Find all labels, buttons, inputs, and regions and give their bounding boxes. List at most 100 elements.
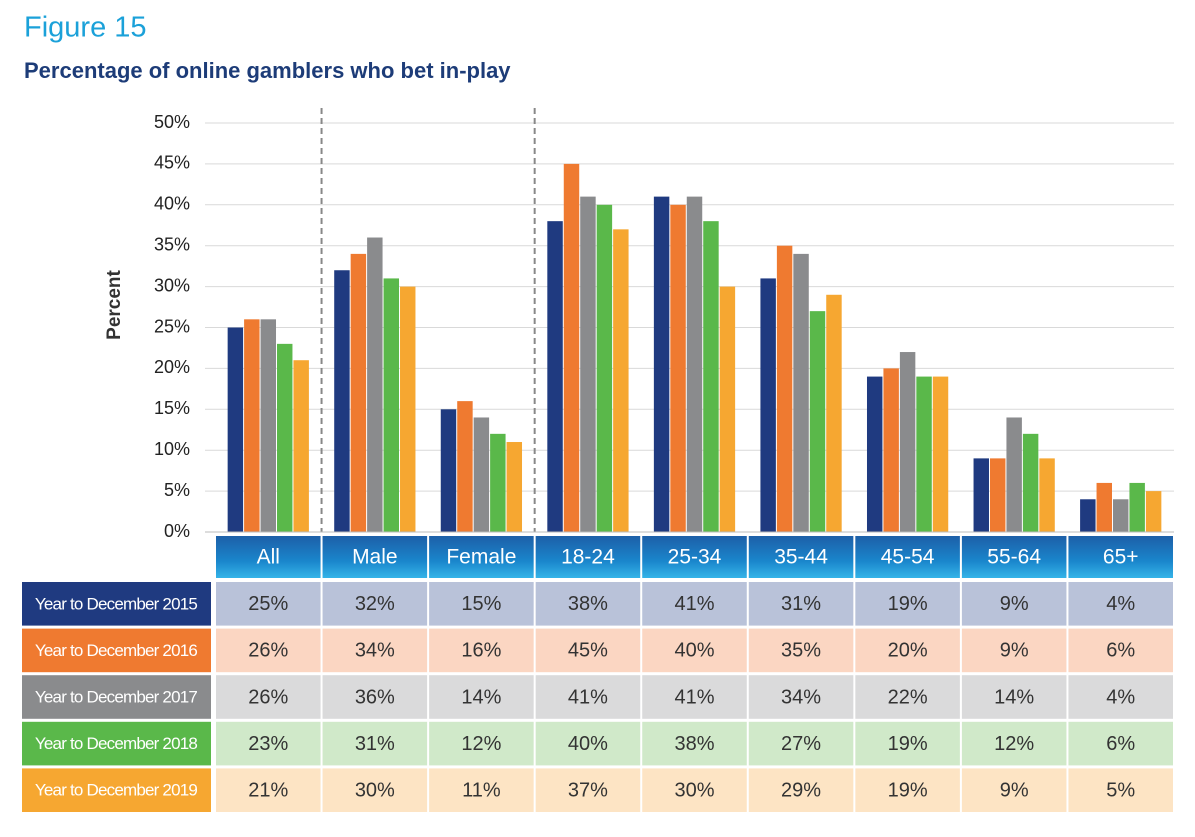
x-tick-label: 25-34 <box>668 546 722 569</box>
bar <box>613 229 629 532</box>
table-cell <box>748 675 854 719</box>
x-tick-label: 35-44 <box>774 546 828 569</box>
value-label: 12% <box>994 733 1034 755</box>
table-cell <box>1068 628 1173 673</box>
table-cell <box>961 582 1067 626</box>
value-label: 36% <box>355 686 395 708</box>
value-label: 38% <box>674 733 714 755</box>
x-tick-label: Female <box>446 546 516 569</box>
header-cell <box>642 536 747 578</box>
table-cell <box>535 768 641 812</box>
bar <box>260 319 277 532</box>
bar <box>1112 499 1129 532</box>
bar <box>227 327 244 532</box>
header-cell <box>855 536 960 578</box>
table-cell <box>855 768 960 812</box>
table-cell <box>748 768 854 812</box>
bar <box>653 196 670 532</box>
table-cell <box>961 721 1067 766</box>
header-cell <box>429 536 534 578</box>
table-cell <box>855 721 960 766</box>
table-cell <box>748 582 854 626</box>
bar <box>703 221 719 532</box>
table-cell <box>535 675 641 719</box>
table-cell <box>642 721 747 766</box>
value-label: 31% <box>781 593 821 615</box>
table-cell <box>216 628 321 673</box>
value-label: 37% <box>568 779 608 801</box>
x-tick-label: 55-64 <box>987 546 1041 569</box>
x-tick-label: 45-54 <box>881 546 935 569</box>
table-cell <box>855 628 960 673</box>
value-label: 14% <box>461 686 501 708</box>
table-cell <box>216 675 321 719</box>
value-label: 20% <box>888 640 928 662</box>
table-cell <box>216 721 321 766</box>
value-label: 9% <box>1000 593 1029 615</box>
row-label-bg <box>22 582 211 626</box>
bar <box>563 163 580 532</box>
bar <box>244 319 260 532</box>
figure-label: Figure 15 <box>24 12 147 44</box>
value-label: 30% <box>355 779 395 801</box>
y-tick-label: 50% <box>154 112 190 132</box>
legend-label: Year to December 2016 <box>35 641 197 660</box>
table-cell <box>429 768 534 812</box>
value-label: 26% <box>248 640 288 662</box>
bar <box>670 204 686 533</box>
y-tick-label: 30% <box>154 275 190 295</box>
bar <box>776 245 793 532</box>
x-tick-label: 18-24 <box>561 546 615 569</box>
table-cell <box>642 582 747 626</box>
bar <box>916 376 932 532</box>
value-label: 38% <box>568 593 608 615</box>
value-label: 34% <box>781 686 821 708</box>
value-label: 23% <box>248 733 288 755</box>
y-tick-label: 0% <box>164 521 190 541</box>
table-cell <box>322 768 428 812</box>
table-cell <box>322 675 428 719</box>
table-cell <box>322 582 428 626</box>
table-cell <box>855 675 960 719</box>
value-label: 31% <box>355 733 395 755</box>
value-label: 25% <box>248 593 288 615</box>
value-label: 45% <box>568 640 608 662</box>
table-cell <box>216 582 321 626</box>
value-label: 40% <box>674 640 714 662</box>
table-cell <box>322 628 428 673</box>
table-cell <box>1068 582 1173 626</box>
value-label: 6% <box>1106 733 1135 755</box>
bar <box>506 442 523 532</box>
value-label: 4% <box>1106 593 1135 615</box>
legend-label: Year to December 2015 <box>35 594 197 613</box>
bar <box>883 368 899 532</box>
y-tick-label: 45% <box>154 153 190 173</box>
value-label: 4% <box>1106 686 1135 708</box>
table-cell <box>429 721 534 766</box>
value-label: 41% <box>568 686 608 708</box>
bar <box>350 253 367 532</box>
bar <box>547 221 563 532</box>
bar <box>457 401 473 532</box>
legend-label: Year to December 2019 <box>35 781 197 800</box>
table-cell <box>748 721 854 766</box>
table-cell <box>1068 675 1173 719</box>
bar <box>490 433 506 532</box>
bar <box>1022 433 1039 532</box>
value-label: 32% <box>355 593 395 615</box>
value-label: 16% <box>461 640 501 662</box>
table-cell <box>535 582 641 626</box>
table-cell <box>961 768 1067 812</box>
legend-label: Year to December 2018 <box>35 734 197 753</box>
x-tick-label: Male <box>352 546 398 569</box>
bar <box>719 286 736 532</box>
bar <box>1096 482 1112 532</box>
header-cell <box>322 536 428 578</box>
value-label: 41% <box>674 593 714 615</box>
x-tick-label: All <box>257 546 280 569</box>
bar <box>293 360 309 532</box>
value-label: 21% <box>248 779 288 801</box>
value-label: 5% <box>1106 779 1135 801</box>
row-label-bg <box>22 768 211 812</box>
bar <box>1080 499 1096 532</box>
